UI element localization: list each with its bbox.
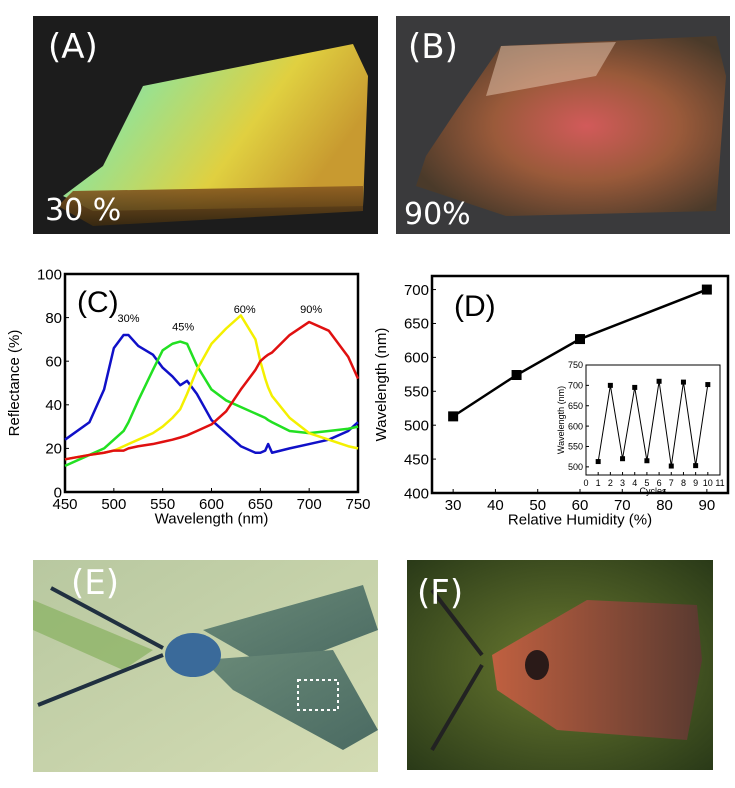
film-sample-90-image — [396, 16, 730, 234]
inset-y-axis-label: Wavelength (nm) — [556, 386, 566, 454]
inset-y-tick-label: 550 — [568, 442, 583, 452]
inset-x-tick-label: 4 — [632, 478, 637, 488]
selection-box — [297, 679, 339, 711]
main-data-point — [701, 284, 712, 295]
inset-x-tick-label: 2 — [608, 478, 613, 488]
panel-label-c: (C) — [77, 286, 119, 319]
y-tick-label: 650 — [404, 316, 429, 333]
x-tick-label: 60 — [572, 497, 589, 514]
panel-b-photo: (B) 90% — [396, 16, 730, 234]
y-tick-label: 700 — [404, 282, 429, 299]
main-data-point — [575, 334, 585, 345]
inset-x-tick-label: 10 — [703, 478, 713, 488]
wavelength-vs-humidity-chart: 30 40 50 60 70 80 90400450500550600650700Relat… — [373, 274, 730, 529]
x-tick-label: 700 — [297, 496, 322, 513]
inset-x-tick-label: 7 — [669, 478, 674, 488]
y-tick-label: 450 — [404, 451, 429, 468]
x-tick-label: 30 — [445, 497, 462, 514]
inset-data-point — [680, 379, 686, 385]
inset-series-line — [597, 381, 709, 467]
red-moth-image — [407, 560, 713, 770]
x-axis-label: Relative Humidity (%) — [508, 512, 652, 529]
x-tick-label: 40 — [487, 497, 504, 514]
panel-a-photo: (A) 30 % — [33, 16, 378, 234]
inset-y-tick-label: 650 — [568, 401, 583, 411]
x-tick-label: 450 — [52, 496, 77, 513]
x-tick-label: 600 — [199, 496, 224, 513]
inset-y-tick-label: 750 — [568, 360, 583, 370]
inset-x-axis-label: Cycles — [639, 486, 667, 496]
y-tick-label: 400 — [404, 485, 429, 502]
green-moth-image — [33, 560, 378, 772]
x-tick-label: 650 — [248, 496, 273, 513]
inset-data-point — [595, 459, 601, 465]
series-label-60pct: 60% — [234, 304, 256, 316]
y-tick-label: 80 — [45, 310, 62, 327]
panel-e-photo: (E) — [33, 560, 378, 772]
y-tick-label: 0 — [54, 484, 62, 501]
series-label-30pct: 30% — [117, 313, 139, 325]
series-label-45pct: 45% — [172, 322, 194, 334]
y-tick-label: 20 — [45, 441, 62, 458]
x-tick-label: 550 — [150, 496, 175, 513]
inset-x-tick-label: 3 — [620, 478, 625, 488]
inset-x-tick-label: 11 — [715, 478, 724, 488]
y-tick-label: 500 — [404, 417, 429, 434]
x-tick-label: 500 — [101, 496, 126, 513]
inset-data-point — [656, 378, 662, 384]
inset-y-tick-label: 600 — [568, 421, 583, 431]
series-label-90pct: 90% — [300, 304, 322, 316]
series-line-60pct — [64, 314, 359, 461]
reflectance-spectra-chart: 450 500 550 600 650 700 750 0 20 40 60 80 100 Wavelen… — [6, 266, 370, 528]
panel-f-photo: (F) — [407, 560, 713, 770]
x-tick-label: 750 — [345, 496, 370, 513]
panel-label-b: (B) — [408, 27, 458, 67]
panel-label-e: (E) — [71, 563, 120, 603]
humidity-caption-30: 30 % — [45, 193, 122, 228]
humidity-caption-90: 90% — [404, 197, 471, 232]
inset-data-point — [668, 463, 674, 469]
x-axis-label: Wavelength (nm) — [155, 511, 269, 528]
panel-label-d: (D) — [454, 290, 496, 323]
x-tick-label: 90 — [699, 497, 716, 514]
inset-x-tick-label: 9 — [693, 478, 698, 488]
main-data-point — [448, 411, 459, 422]
y-tick-label: 600 — [404, 350, 429, 367]
series-line-30pct — [64, 333, 359, 455]
inset-plot-frame — [585, 364, 721, 476]
x-tick-label: 70 — [614, 497, 631, 514]
y-axis-label: Reflectance (%) — [6, 330, 23, 437]
inset-data-point — [632, 384, 638, 390]
panel-label-f: (F) — [417, 573, 464, 613]
series-line-90pct — [64, 320, 360, 461]
y-axis-label: Wavelength (nm) — [373, 328, 390, 442]
inset-data-point — [644, 458, 650, 464]
x-tick-label: 80 — [656, 497, 673, 514]
inset-x-tick-label: 8 — [681, 478, 686, 488]
inset-data-point — [705, 382, 711, 388]
inset-x-tick-label: 0 — [583, 478, 588, 488]
y-tick-label: 100 — [37, 266, 62, 283]
inset-data-point — [620, 456, 626, 462]
main-data-point — [511, 370, 522, 381]
inset-x-tick-label: 1 — [596, 478, 601, 488]
inset-chart: 0 1 2 3 4 5 6 7 8 9 10 11 500 550 600 650 700 750 Cycles Wa… — [556, 360, 725, 496]
main-series-line — [452, 288, 708, 418]
panel-label-a: (A) — [48, 27, 98, 67]
series-line-45pct — [64, 340, 359, 467]
y-tick-label: 60 — [45, 353, 62, 370]
y-tick-label: 550 — [404, 384, 429, 401]
inset-data-point — [693, 463, 699, 469]
inset-data-point — [607, 382, 613, 388]
inset-y-tick-label: 700 — [568, 381, 583, 391]
inset-y-tick-label: 500 — [568, 462, 583, 472]
y-tick-label: 40 — [45, 397, 62, 414]
film-sample-30-image — [33, 16, 378, 234]
inset-x-tick-label: 6 — [657, 478, 662, 488]
inset-x-tick-label: 5 — [644, 478, 649, 488]
x-tick-label: 50 — [529, 497, 546, 514]
